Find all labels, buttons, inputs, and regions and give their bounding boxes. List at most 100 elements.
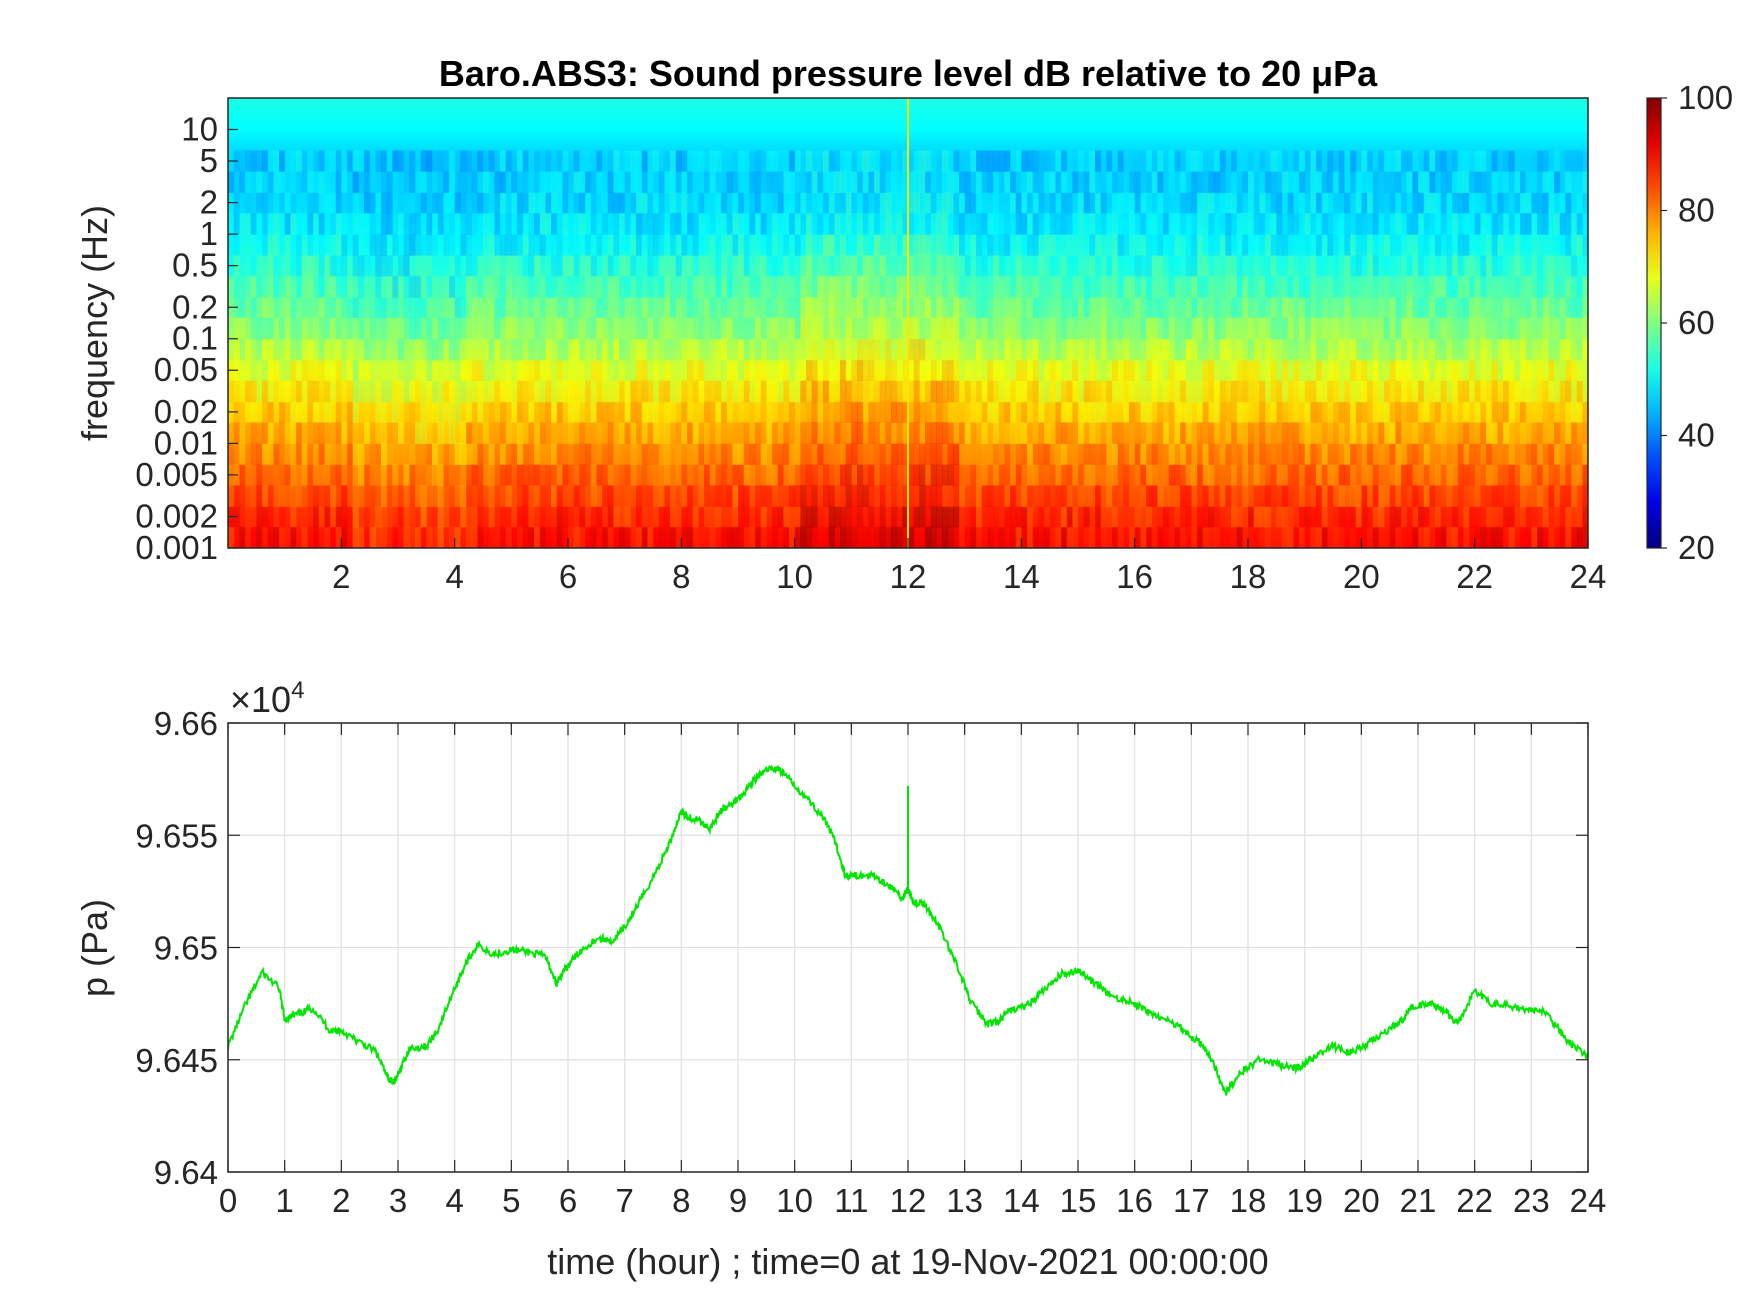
heatmap-cell (1089, 212, 1096, 235)
heatmap-cell (993, 275, 1000, 298)
heatmap-cell (324, 150, 331, 172)
heatmap-cell (1270, 443, 1277, 465)
heatmap-cell (369, 192, 376, 214)
heatmap-cell (959, 255, 966, 277)
heatmap-cell (1384, 464, 1391, 486)
heatmap-cell (1321, 338, 1328, 361)
heatmap-cell (1440, 317, 1447, 340)
heatmap-cell (364, 422, 371, 444)
heatmap-cell (488, 443, 495, 465)
heatmap-cell (386, 443, 393, 465)
heatmap-cell (1367, 526, 1374, 548)
heatmap-cell (1242, 506, 1249, 528)
heatmap-cell (1338, 212, 1345, 235)
heatmap-cell (307, 192, 314, 214)
heatmap-cell (840, 171, 847, 194)
heatmap-cell (517, 506, 524, 528)
heatmap-cell (1457, 338, 1464, 361)
heatmap-cell (1032, 192, 1039, 214)
heatmap-cell (1265, 380, 1272, 403)
heatmap-cell (409, 401, 416, 423)
heatmap-cell (919, 255, 926, 277)
heatmap-cell (1474, 443, 1481, 465)
heatmap-cell (811, 526, 818, 548)
heatmap-cell (573, 150, 580, 172)
heatmap-cell (670, 234, 677, 256)
heatmap-cell (925, 192, 932, 214)
heatmap-cell (845, 485, 852, 507)
heatmap-cell (256, 506, 263, 528)
heatmap-cell (483, 526, 490, 548)
heatmap-cell (885, 234, 892, 256)
heatmap-cell (585, 443, 592, 465)
heatmap-cell (1157, 338, 1164, 361)
heatmap-cell (902, 506, 909, 528)
heatmap-cell (409, 212, 416, 235)
heatmap-cell (324, 380, 331, 403)
heatmap-cell (726, 255, 733, 277)
heatmap-cell (1248, 171, 1255, 194)
heatmap-cell (823, 275, 830, 298)
heatmap-cell (777, 422, 784, 444)
heatmap-cell (1423, 443, 1430, 465)
heatmap-cell (1219, 234, 1226, 256)
heatmap-cell (528, 359, 535, 381)
heatmap-cell (1117, 150, 1124, 172)
heatmap-cell (1554, 359, 1561, 381)
heatmap-cell (732, 464, 739, 486)
heatmap-cell (307, 150, 314, 172)
heatmap-cell (1525, 317, 1532, 340)
heatmap-cell (630, 234, 637, 256)
heatmap-cell (760, 150, 767, 172)
heatmap-cell (607, 234, 614, 256)
heatmap-cell (1089, 317, 1096, 340)
heatmap-cell (789, 464, 796, 486)
heatmap-cell (381, 464, 388, 486)
heatmap-cell (403, 171, 410, 194)
heatmap-cell (607, 443, 614, 465)
heatmap-cell (318, 359, 325, 381)
heatmap-cell (794, 171, 801, 194)
heatmap-cell (483, 338, 490, 361)
heatmap-cell (1214, 255, 1221, 277)
heatmap-cell (862, 359, 869, 381)
heatmap-cell (477, 506, 484, 528)
heatmap-cell (381, 171, 388, 194)
heatmap-cell (743, 192, 750, 214)
heatmap-cell (1236, 234, 1243, 256)
heatmap-cell (1072, 150, 1079, 172)
heatmap-cell (1321, 380, 1328, 403)
heatmap-cell (284, 401, 291, 423)
heatmap-cell (522, 401, 529, 423)
heatmap-cell (760, 171, 767, 194)
heatmap-cell (1032, 443, 1039, 465)
heatmap-cell (1163, 380, 1170, 403)
heatmap-cell (840, 359, 847, 381)
heatmap-cell (721, 359, 728, 381)
heatmap-cell (1327, 338, 1334, 361)
heatmap-cell (568, 422, 575, 444)
heatmap-cell (817, 506, 824, 528)
heatmap-cell (1134, 443, 1141, 465)
heatmap-cell (556, 150, 563, 172)
heatmap-cell (1151, 275, 1158, 298)
heatmap-cell (755, 171, 762, 194)
heatmap-cell (1191, 234, 1198, 256)
heatmap-cell (772, 338, 779, 361)
heatmap-cell (998, 464, 1005, 486)
heatmap-cell (1576, 317, 1583, 340)
heatmap-cell (1350, 171, 1357, 194)
heatmap-cell (1497, 317, 1504, 340)
heatmap-cell (709, 255, 716, 277)
heatmap-cell (1412, 485, 1419, 507)
heatmap-cell (324, 255, 331, 277)
heatmap-cell (517, 234, 524, 256)
heatmap-cell (1231, 422, 1238, 444)
heatmap-cell (1066, 506, 1073, 528)
heatmap-cell (1361, 526, 1368, 548)
heatmap-cell (1401, 401, 1408, 423)
heatmap-cell (579, 526, 586, 548)
heatmap-cell (1304, 234, 1311, 256)
heatmap-cell (1174, 150, 1181, 172)
heatmap-cell (505, 234, 512, 256)
